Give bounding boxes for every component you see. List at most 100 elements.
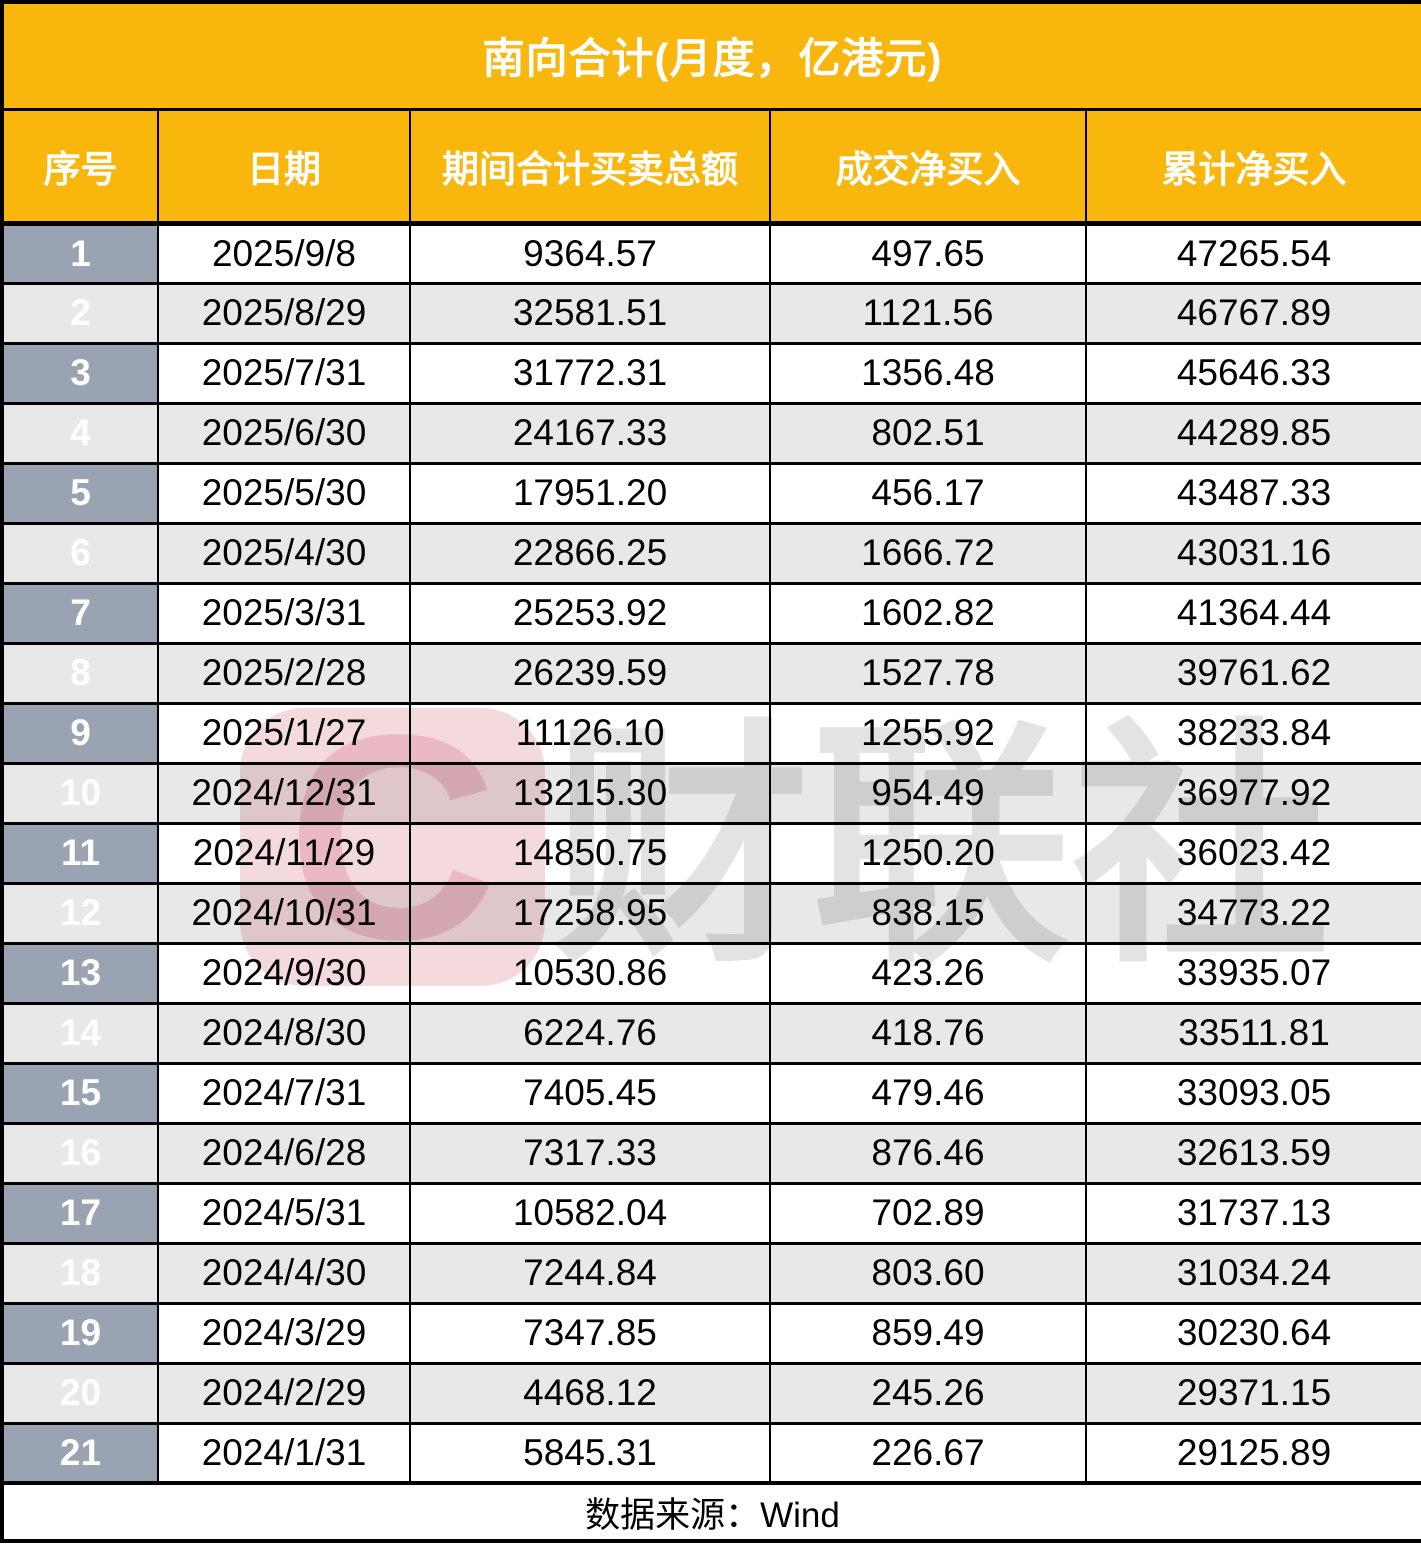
cell-date: 2025/5/30 (157, 461, 411, 525)
cell-net-buy: 245.26 (769, 1361, 1087, 1425)
table-row: 21 2024/1/31 5845.31 226.67 29125.89 (1, 1421, 1421, 1485)
cell-period-total: 22866.25 (409, 521, 771, 585)
cell-net-buy: 1356.48 (769, 341, 1087, 405)
cell-seq: 13 (1, 941, 159, 1005)
cell-date: 2024/3/29 (157, 1301, 411, 1365)
cell-cumulative-net-buy: 36023.42 (1085, 821, 1421, 885)
cell-date: 2024/4/30 (157, 1241, 411, 1305)
cell-period-total: 10582.04 (409, 1181, 771, 1245)
cell-net-buy: 803.60 (769, 1241, 1087, 1305)
cell-net-buy: 423.26 (769, 941, 1087, 1005)
cell-date: 2024/1/31 (157, 1421, 411, 1485)
table-row: 18 2024/4/30 7244.84 803.60 31034.24 (1, 1241, 1421, 1305)
cell-net-buy: 1255.92 (769, 701, 1087, 765)
data-source-note: 数据来源：Wind (2, 1481, 1421, 1541)
cell-date: 2025/9/8 (157, 221, 411, 285)
cell-cumulative-net-buy: 32613.59 (1085, 1121, 1421, 1185)
cell-period-total: 24167.33 (409, 401, 771, 465)
col-header-date: 日期 (157, 108, 411, 226)
table-row: 8 2025/2/28 26239.59 1527.78 39761.62 (1, 641, 1421, 705)
table-row: 20 2024/2/29 4468.12 245.26 29371.15 (1, 1361, 1421, 1425)
cell-seq: 7 (1, 581, 159, 645)
cell-net-buy: 802.51 (769, 401, 1087, 465)
cell-seq: 4 (1, 401, 159, 465)
cell-date: 2024/5/31 (157, 1181, 411, 1245)
cell-period-total: 9364.57 (409, 221, 771, 285)
cell-cumulative-net-buy: 31034.24 (1085, 1241, 1421, 1305)
table-row: 15 2024/7/31 7405.45 479.46 33093.05 (1, 1061, 1421, 1125)
table-row: 19 2024/3/29 7347.85 859.49 30230.64 (1, 1301, 1421, 1365)
cell-period-total: 17951.20 (409, 461, 771, 525)
cell-period-total: 13215.30 (409, 761, 771, 825)
cell-seq: 15 (1, 1061, 159, 1125)
cell-net-buy: 859.49 (769, 1301, 1087, 1365)
footer-row: 数据来源：Wind (2, 1481, 1421, 1541)
cell-cumulative-net-buy: 29371.15 (1085, 1361, 1421, 1425)
cell-seq: 1 (1, 221, 159, 285)
cell-cumulative-net-buy: 41364.44 (1085, 581, 1421, 645)
table-row: 10 2024/12/31 13215.30 954.49 36977.92 (1, 761, 1421, 825)
cell-cumulative-net-buy: 43031.16 (1085, 521, 1421, 585)
cell-cumulative-net-buy: 44289.85 (1085, 401, 1421, 465)
cell-seq: 21 (1, 1421, 159, 1485)
cell-cumulative-net-buy: 33093.05 (1085, 1061, 1421, 1125)
cell-cumulative-net-buy: 46767.89 (1085, 281, 1421, 345)
cell-date: 2024/8/30 (157, 1001, 411, 1065)
table-body: 1 2025/9/8 9364.57 497.65 47265.54 2 2025/8/29… (1, 221, 1421, 1485)
col-header-net-buy: 成交净买入 (769, 108, 1087, 226)
cell-seq: 10 (1, 761, 159, 825)
cell-seq: 8 (1, 641, 159, 705)
cell-date: 2024/6/28 (157, 1121, 411, 1185)
col-header-cumulative-net-buy: 累计净买入 (1085, 108, 1421, 226)
table-row: 2 2025/8/29 32581.51 1121.56 46767.89 (1, 281, 1421, 345)
cell-seq: 6 (1, 521, 159, 585)
cell-period-total: 6224.76 (409, 1001, 771, 1065)
table-row: 17 2024/5/31 10582.04 702.89 31737.13 (1, 1181, 1421, 1245)
cell-period-total: 17258.95 (409, 881, 771, 945)
cell-date: 2025/7/31 (157, 341, 411, 405)
cell-date: 2025/3/31 (157, 581, 411, 645)
table-row: 16 2024/6/28 7317.33 876.46 32613.59 (1, 1121, 1421, 1185)
cell-seq: 3 (1, 341, 159, 405)
cell-cumulative-net-buy: 29125.89 (1085, 1421, 1421, 1485)
cell-cumulative-net-buy: 43487.33 (1085, 461, 1421, 525)
cell-seq: 19 (1, 1301, 159, 1365)
cell-period-total: 25253.92 (409, 581, 771, 645)
cell-cumulative-net-buy: 30230.64 (1085, 1301, 1421, 1365)
cell-period-total: 11126.10 (409, 701, 771, 765)
cell-date: 2024/11/29 (157, 821, 411, 885)
header-row: 序号 日期 期间合计买卖总额 成交净买入 累计净买入 (1, 108, 1421, 226)
cell-net-buy: 456.17 (769, 461, 1087, 525)
table-row: 11 2024/11/29 14850.75 1250.20 36023.42 (1, 821, 1421, 885)
cell-date: 2025/2/28 (157, 641, 411, 705)
cell-net-buy: 1602.82 (769, 581, 1087, 645)
cell-net-buy: 702.89 (769, 1181, 1087, 1245)
cell-cumulative-net-buy: 45646.33 (1085, 341, 1421, 405)
title-row: 南向合计(月度，亿港元) (2, 2, 1421, 111)
cell-period-total: 26239.59 (409, 641, 771, 705)
cell-seq: 18 (1, 1241, 159, 1305)
table-title: 南向合计(月度，亿港元) (2, 2, 1421, 111)
cell-date: 2025/1/27 (157, 701, 411, 765)
cell-net-buy: 226.67 (769, 1421, 1087, 1485)
cell-period-total: 14850.75 (409, 821, 771, 885)
cell-seq: 17 (1, 1181, 159, 1245)
cell-cumulative-net-buy: 33511.81 (1085, 1001, 1421, 1065)
cell-cumulative-net-buy: 39761.62 (1085, 641, 1421, 705)
table-row: 3 2025/7/31 31772.31 1356.48 45646.33 (1, 341, 1421, 405)
cell-net-buy: 1527.78 (769, 641, 1087, 705)
cell-net-buy: 1666.72 (769, 521, 1087, 585)
table-row: 1 2025/9/8 9364.57 497.65 47265.54 (1, 221, 1421, 285)
table-row: 12 2024/10/31 17258.95 838.15 34773.22 (1, 881, 1421, 945)
table-row: 9 2025/1/27 11126.10 1255.92 38233.84 (1, 701, 1421, 765)
cell-date: 2025/6/30 (157, 401, 411, 465)
cell-net-buy: 838.15 (769, 881, 1087, 945)
cell-seq: 14 (1, 1001, 159, 1065)
cell-period-total: 4468.12 (409, 1361, 771, 1425)
cell-net-buy: 1121.56 (769, 281, 1087, 345)
cell-date: 2024/10/31 (157, 881, 411, 945)
cell-seq: 12 (1, 881, 159, 945)
cell-cumulative-net-buy: 36977.92 (1085, 761, 1421, 825)
cell-period-total: 31772.31 (409, 341, 771, 405)
